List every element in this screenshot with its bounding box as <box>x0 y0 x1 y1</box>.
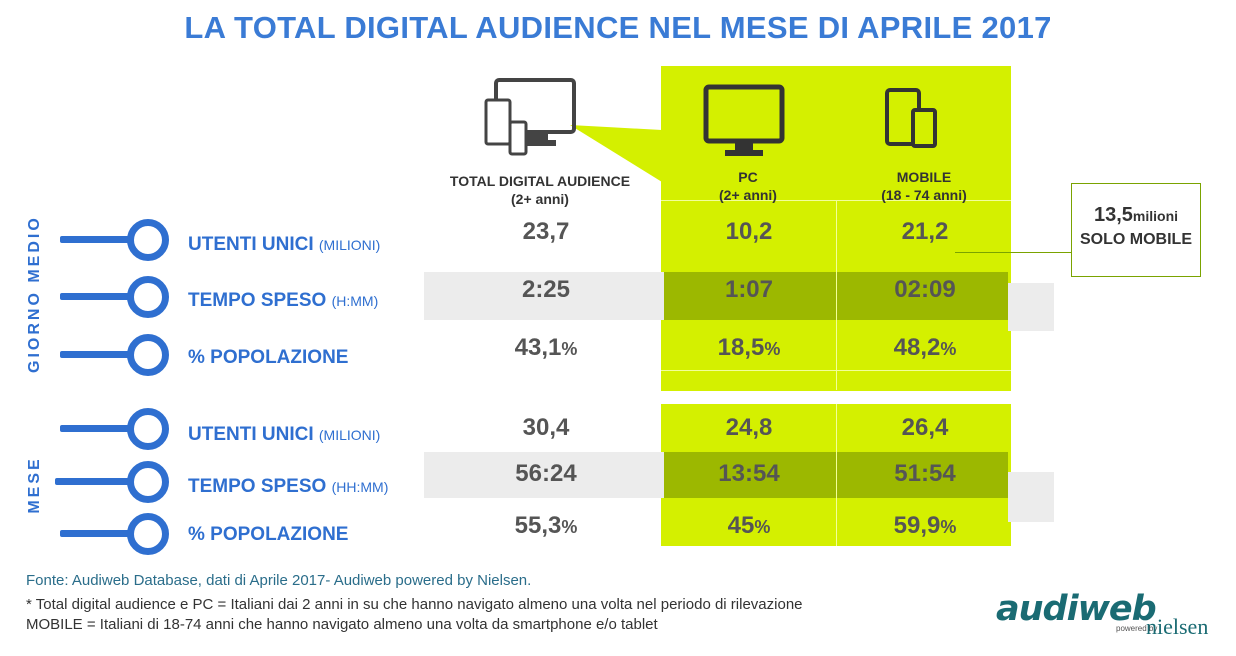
value-cell: 51:54 <box>894 460 956 487</box>
logo-powered: powered by <box>1116 624 1158 633</box>
tablet-phone-icon <box>885 88 937 148</box>
row-label-pop-day: % POPOLAZIONE <box>188 347 348 369</box>
value-cell: 10,2 <box>725 218 773 245</box>
row-divider <box>661 200 1011 201</box>
row-label-text: % POPOLAZIONE <box>188 347 349 368</box>
row-label-time-month: TEMPO SPESO (HH:MM) <box>188 476 388 498</box>
row-label-unit: (HH:MM) <box>331 479 389 495</box>
row-band-time-day-tail <box>1008 283 1054 331</box>
column-sub: (2+ anni) <box>719 187 777 203</box>
column-sub: (2+ anni) <box>511 191 569 207</box>
page-title: LA TOTAL DIGITAL AUDIENCE NEL MESE DI AP… <box>184 10 1052 45</box>
callout-value: 13,5 <box>1093 204 1133 226</box>
audiweb-logo: audiweb powered by nielsen <box>996 590 1226 650</box>
value-cell: 1:07 <box>724 276 774 303</box>
row-label-text: TEMPO SPESO <box>188 290 327 311</box>
column-label: TOTAL DIGITAL AUDIENCE <box>449 173 631 189</box>
value-cell: 48,2% <box>893 334 957 361</box>
row-label-text: % POPOLAZIONE <box>188 524 349 545</box>
value-cell: 55,3% <box>514 512 578 539</box>
row-label-unit: (MILIONI) <box>318 427 381 443</box>
callout-unit: milioni <box>1132 208 1179 224</box>
value-cell: 56:24 <box>515 460 577 487</box>
value-cell: 2:25 <box>521 276 571 303</box>
column-header-pc: PC (2+ anni) <box>663 168 833 204</box>
value-cell: 45% <box>727 512 771 539</box>
column-sub: (18 - 74 anni) <box>881 187 967 203</box>
row-band-time-month-tail <box>1008 472 1054 522</box>
multi-device-icon <box>484 78 576 156</box>
callout-text: SOLO MOBILE <box>1080 231 1192 248</box>
logo-brand: audiweb <box>996 589 1157 629</box>
row-label-users-month: UTENTI UNICI (MILIONI) <box>188 424 380 446</box>
row-label-unit: (MILIONI) <box>318 237 381 253</box>
value-cell: 43,1% <box>514 334 578 361</box>
value-cell: 26,4 <box>901 414 949 441</box>
value-cell: 59,9% <box>893 512 957 539</box>
monitor-icon <box>703 84 785 156</box>
row-label-time-day: TEMPO SPESO (H:MM) <box>188 290 378 312</box>
row-band-time-month <box>424 452 664 498</box>
row-label-unit: (H:MM) <box>331 293 379 309</box>
group-label-month: MESE <box>26 456 43 514</box>
column-label: PC <box>738 169 758 185</box>
footnote-2: MOBILE = Italiani di 18-74 anni che hann… <box>26 616 658 633</box>
callout-line <box>955 252 1072 253</box>
value-cell: 30,4 <box>522 414 570 441</box>
column-divider <box>836 404 837 546</box>
value-cell: 24,8 <box>725 414 773 441</box>
column-divider <box>836 200 837 390</box>
callout-box: 13,5milioni SOLO MOBILE <box>1071 183 1201 277</box>
row-label-users-day: UTENTI UNICI (MILIONI) <box>188 234 380 256</box>
row-band-time-day <box>424 272 664 320</box>
column-label: MOBILE <box>896 169 952 185</box>
group-label-day: GIORNO MEDIO <box>26 215 43 373</box>
row-label-text: UTENTI UNICI <box>188 234 314 255</box>
row-label-text: TEMPO SPESO <box>188 476 327 497</box>
column-header-total: TOTAL DIGITAL AUDIENCE (2+ anni) <box>440 172 640 208</box>
row-label-text: UTENTI UNICI <box>188 424 314 445</box>
value-cell: 23,7 <box>522 218 570 245</box>
value-cell: 02:09 <box>894 276 956 303</box>
row-divider <box>661 370 1011 371</box>
value-cell: 18,5% <box>717 334 781 361</box>
footnote-1: * Total digital audience e PC = Italiani… <box>26 596 803 613</box>
value-cell: 21,2 <box>901 218 949 245</box>
callout-pointer <box>570 125 662 182</box>
column-header-mobile: MOBILE (18 - 74 anni) <box>839 168 1009 204</box>
logo-partner: nielsen <box>1146 614 1209 639</box>
value-cell: 13:54 <box>718 460 780 487</box>
row-label-pop-month: % POPOLAZIONE <box>188 524 348 546</box>
source-note: Fonte: Audiweb Database, dati di Aprile … <box>26 572 532 589</box>
